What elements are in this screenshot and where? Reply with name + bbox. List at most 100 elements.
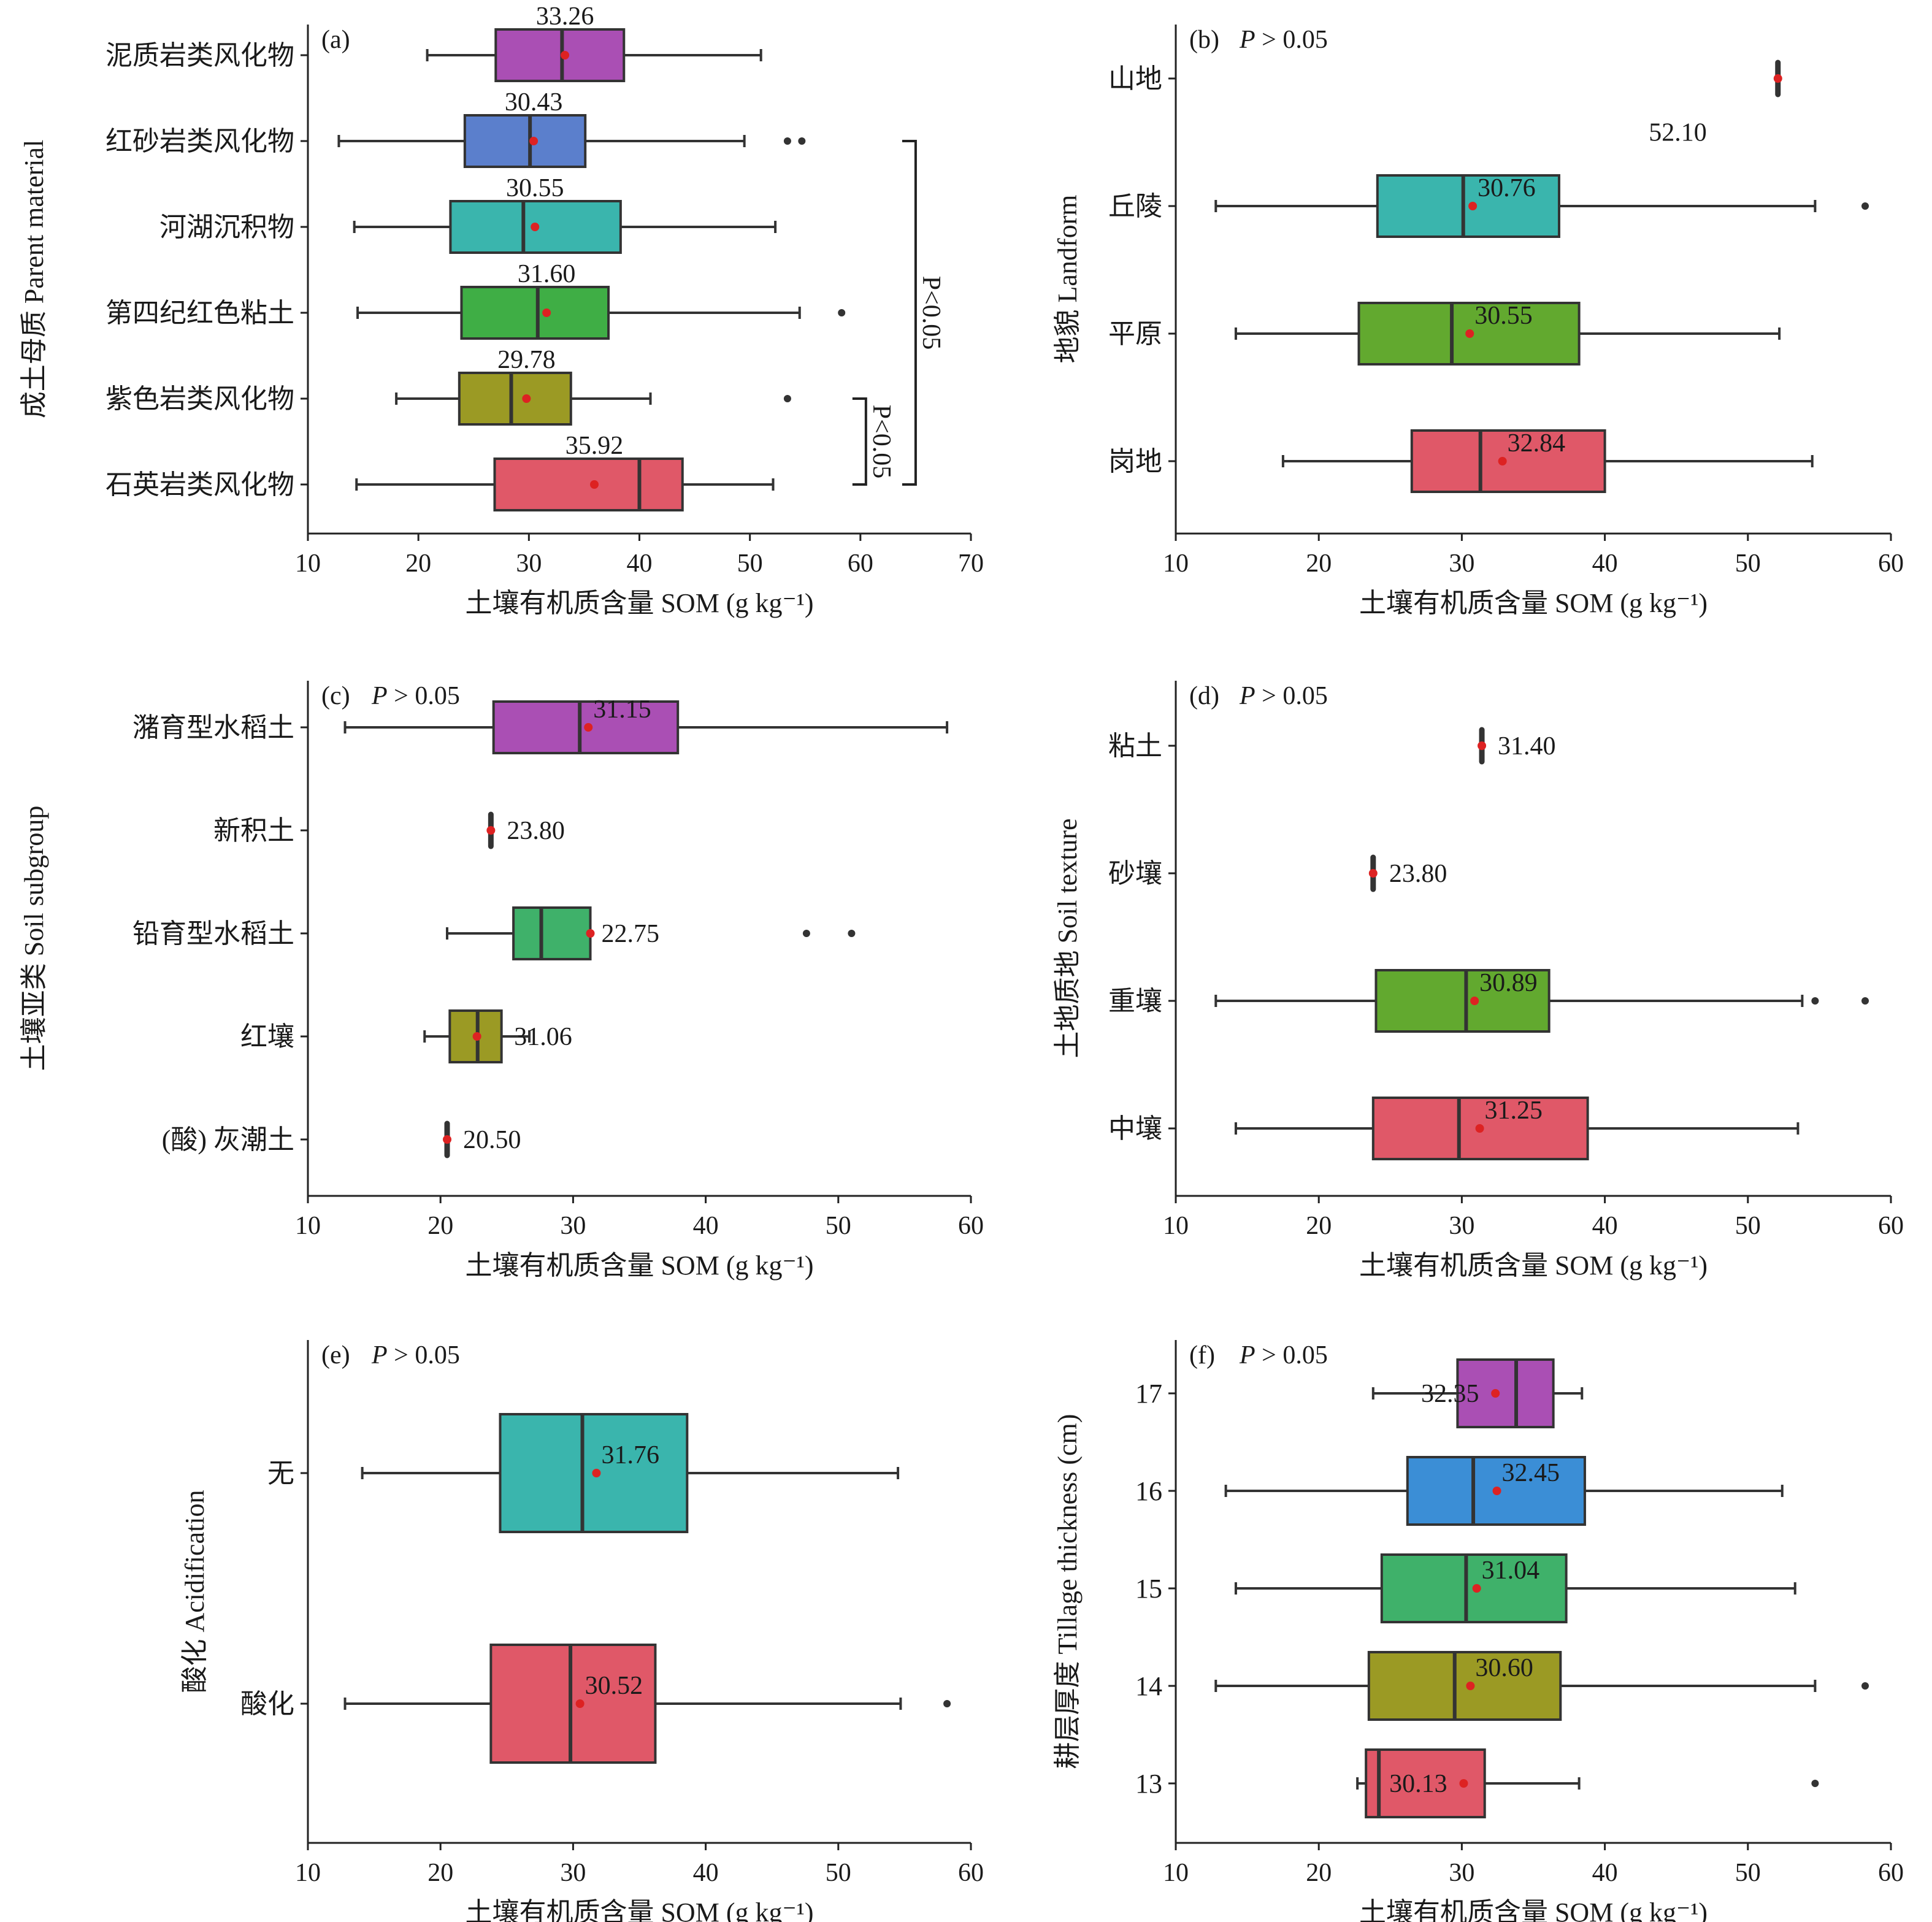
mean-value-label: 30.76	[1478, 174, 1536, 202]
panel-b: 10 20 30 40 50 60 土壤有机质含量 SOM (g kg⁻¹) 地貌 Landf…	[1052, 25, 1904, 618]
x-axis-title: 土壤有机质含量 SOM (g kg⁻¹)	[465, 1250, 813, 1281]
x-tick-label: 10	[295, 549, 321, 578]
panel-c: 10 20 30 40 50 60 土壤有机质含量 SOM (g kg⁻¹) 土壤亚类 Soi…	[19, 681, 984, 1281]
mean-point	[575, 1699, 585, 1708]
p-value-text: P > 0.05	[1239, 26, 1328, 54]
iqr-box	[493, 458, 684, 511]
outlier-point	[1861, 997, 1869, 1005]
y-tick-label: 16	[1135, 1476, 1162, 1506]
x-tick-label: 50	[826, 1212, 851, 1240]
x-tick-label: 60	[848, 549, 873, 578]
box-2: 30.89	[1214, 969, 1869, 1033]
box-2: 30.55	[353, 174, 777, 254]
bracket-label: P<0.05	[917, 276, 945, 350]
mean-point	[1470, 997, 1479, 1005]
mean-point	[522, 394, 531, 403]
iqr-box	[489, 1644, 657, 1764]
y-tick-label: 红砂岩类风化物	[105, 126, 294, 156]
x-tick-label: 10	[1163, 1859, 1189, 1887]
mean-point	[472, 1032, 481, 1041]
x-tick-label: 60	[958, 1212, 984, 1240]
box-0: 52.10	[1649, 59, 1782, 147]
x-tick-label: 60	[1878, 1859, 1904, 1887]
box-0: 32.35	[1371, 1358, 1584, 1428]
panel-label: (a)	[321, 26, 350, 54]
x-tick-label: 10	[295, 1859, 321, 1887]
y-tick-label: 无	[267, 1458, 294, 1488]
x-tick-label: 60	[1878, 1212, 1904, 1240]
y-tick-label: 紫色岩类风化物	[105, 384, 294, 414]
x-tick-label: 70	[958, 549, 984, 578]
box-1: 32.45	[1224, 1456, 1784, 1526]
y-tick-label: 酸化	[240, 1689, 294, 1719]
iqr-box	[463, 114, 587, 168]
mean-point	[584, 723, 593, 732]
mean-point	[531, 223, 540, 231]
mean-point	[592, 1469, 601, 1477]
x-tick-label: 40	[627, 549, 653, 578]
x-axis-title: 土壤有机质含量 SOM (g kg⁻¹)	[1359, 588, 1708, 618]
y-tick-label: 铅育型水稻土	[132, 919, 294, 949]
box-2: 31.04	[1234, 1553, 1796, 1623]
mean-point	[586, 929, 595, 938]
mean-point	[1472, 1584, 1481, 1593]
panel-f: 10 20 30 40 50 60 土壤有机质含量 SOM (g kg⁻¹) 耕层厚度 Til…	[1052, 1340, 1904, 1922]
mean-value-label: 30.55	[506, 174, 564, 202]
x-tick-label: 30	[516, 549, 542, 578]
mean-value-label: 32.45	[1502, 1459, 1560, 1487]
y-axis-title: 酸化 Acidification	[180, 1490, 210, 1693]
mean-point	[1468, 202, 1478, 210]
mean-point	[1498, 457, 1507, 465]
mean-point	[1773, 74, 1782, 83]
iqr-box	[1376, 174, 1560, 238]
box-3: 31.06	[423, 1009, 572, 1063]
mean-value-label: 30.55	[1474, 302, 1533, 330]
y-tick-label: 17	[1135, 1379, 1162, 1409]
mean-value-label: 30.52	[585, 1672, 643, 1700]
panel-label: (e)	[321, 1341, 350, 1369]
p-value-text: P > 0.05	[371, 1341, 460, 1369]
x-tick-label: 20	[427, 1212, 453, 1240]
x-tick-label: 30	[1449, 549, 1474, 578]
box-1: 30.52	[343, 1644, 951, 1764]
mean-point	[1492, 1487, 1501, 1495]
box-1: 30.43	[337, 88, 806, 168]
y-tick-label: 13	[1135, 1769, 1162, 1799]
x-tick-label: 30	[560, 1859, 586, 1887]
iqr-box	[494, 28, 626, 82]
x-tick-label: 30	[1449, 1859, 1474, 1887]
y-axis-title: 土地质地 Soil texture	[1052, 818, 1083, 1058]
mean-point	[1368, 869, 1378, 878]
significance-bracket: P<0.05	[902, 140, 945, 486]
mean-point	[1475, 1124, 1484, 1133]
mean-value-label: 35.92	[565, 432, 624, 460]
mean-value-label: 23.80	[507, 817, 565, 845]
box-1: 23.80	[486, 811, 565, 849]
panel-label: (c)	[321, 682, 350, 710]
x-tick-label: 40	[1592, 1859, 1618, 1887]
outlier-point	[783, 137, 791, 145]
y-axis-title: 土壤亚类 Soil subgroup	[19, 806, 49, 1071]
box-5: 35.92	[355, 432, 775, 511]
box-1: 23.80	[1368, 854, 1447, 892]
y-tick-label: 第四纪红色粘土	[105, 298, 294, 328]
y-tick-label: 新积土	[213, 816, 294, 846]
outlier-point	[1861, 202, 1869, 210]
iqr-box	[460, 286, 610, 340]
mean-value-label: 31.06	[514, 1023, 572, 1051]
iqr-box	[458, 372, 572, 426]
x-tick-label: 20	[1306, 1859, 1332, 1887]
mean-point	[589, 480, 599, 489]
x-tick-label: 40	[1592, 549, 1618, 578]
mean-value-label: 30.13	[1389, 1770, 1447, 1798]
x-tick-label: 50	[826, 1859, 851, 1887]
x-tick-label: 60	[1878, 549, 1904, 578]
x-axis-title: 土壤有机质含量 SOM (g kg⁻¹)	[1359, 1250, 1708, 1281]
y-tick-label: 丘陵	[1108, 191, 1162, 221]
mean-point	[529, 137, 539, 145]
mean-value-label: 31.04	[1482, 1556, 1540, 1585]
outlier-point	[783, 395, 791, 402]
y-tick-label: 泥质岩类风化物	[105, 40, 294, 71]
panel-d: 10 20 30 40 50 60 土壤有机质含量 SOM (g kg⁻¹) 土地质地 Soi…	[1052, 681, 1904, 1281]
